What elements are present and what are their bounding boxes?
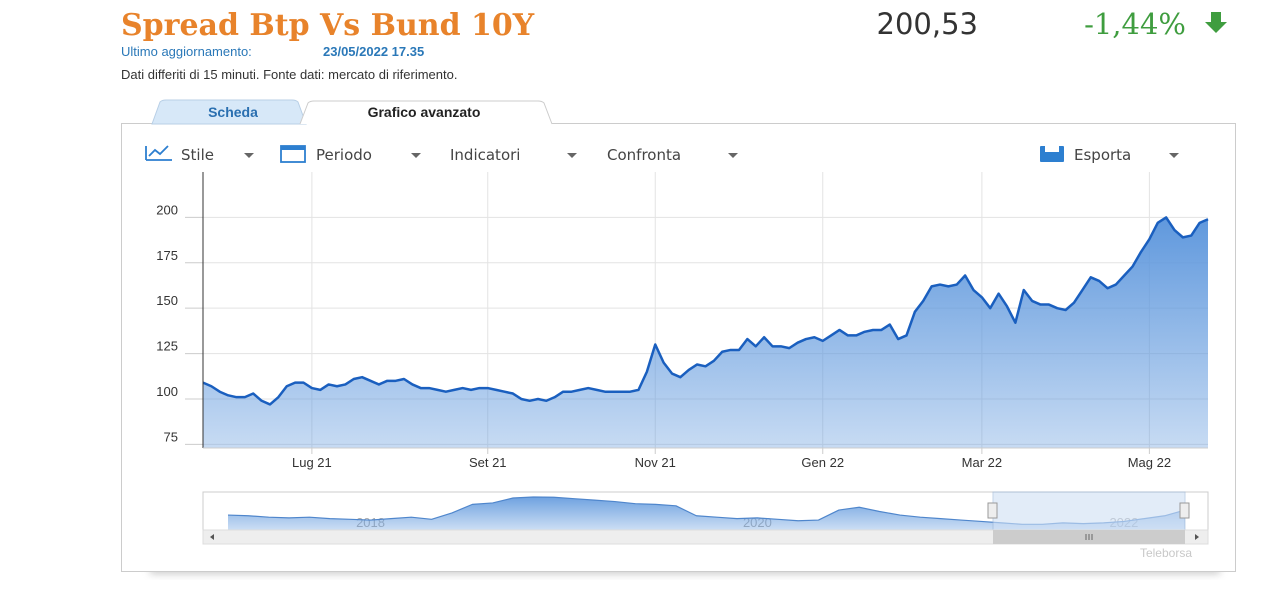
x-tick-label: Gen 22 [801, 455, 844, 470]
caret [244, 153, 254, 158]
caret [567, 153, 577, 158]
toolbar-item[interactable]: Indicatori [450, 146, 520, 164]
toolbar-item[interactable]: Confronta [607, 146, 681, 164]
toolbar-item[interactable]: Stile [181, 146, 214, 164]
caret [728, 153, 738, 158]
navigator-selection[interactable] [992, 491, 1186, 531]
toolbar: Stile Periodo Indicatori Confronta Espor… [145, 145, 1179, 164]
handle[interactable] [1179, 502, 1190, 519]
credit: Teleborsa [1140, 546, 1192, 560]
caret [1169, 153, 1179, 158]
price: 200,53 [877, 7, 978, 41]
caret [411, 153, 421, 158]
change: -1,44% [1084, 7, 1186, 41]
x-tick-label: Mar 22 [962, 455, 1002, 470]
tab-label[interactable]: Scheda [208, 104, 258, 120]
line [202, 216, 1209, 406]
tab-active[interactable] [299, 100, 553, 125]
area-fill [228, 496, 1185, 530]
y-tick-label: 200 [156, 202, 178, 217]
tab[interactable] [151, 99, 307, 125]
icon [1045, 146, 1059, 152]
x-tick-label: Nov 21 [635, 455, 676, 470]
y-tick-label: 100 [156, 384, 178, 399]
tab-label[interactable]: Grafico avanzato [368, 104, 481, 120]
update-label: Ultimo aggiornamento: [121, 44, 252, 59]
y-tick-label: 175 [156, 248, 178, 263]
toolbar-item[interactable]: Esporta [1074, 146, 1131, 164]
grip [1085, 534, 1093, 540]
scroll-right[interactable] [1195, 534, 1199, 540]
scrollbar [202, 529, 1209, 545]
x-tick-label: Lug 21 [292, 455, 332, 470]
scroll-left[interactable] [210, 534, 214, 540]
toolbar-item[interactable]: Periodo [316, 146, 372, 164]
y-tick-label: 125 [156, 339, 178, 354]
icon [281, 146, 305, 150]
update-value: 23/05/2022 17.35 [323, 44, 424, 59]
handle[interactable] [987, 502, 998, 519]
icon [145, 145, 172, 161]
y-tick-label: 75 [164, 429, 178, 444]
y-tick-label: 150 [156, 293, 178, 308]
x-tick-label: Mag 22 [1128, 455, 1171, 470]
down-arrow [1205, 12, 1227, 33]
note: Dati differiti di 15 minuti. Fonte dati:… [121, 67, 457, 82]
x-tick-label: Set 21 [469, 455, 507, 470]
page-title: Spread Btp Vs Bund 10Y [121, 8, 535, 43]
